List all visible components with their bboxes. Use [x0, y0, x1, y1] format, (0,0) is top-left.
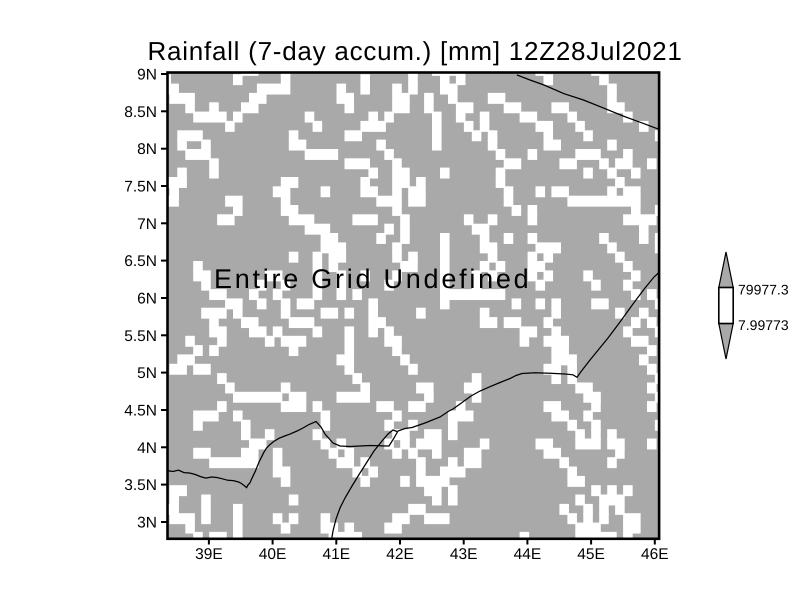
svg-text:7N: 7N: [137, 216, 157, 233]
svg-text:5N: 5N: [137, 365, 157, 382]
svg-text:43E: 43E: [450, 546, 478, 563]
svg-text:Entire Grid Undefined: Entire Grid Undefined: [214, 264, 531, 294]
svg-text:Rainfall (7-day accum.) [mm] 1: Rainfall (7-day accum.) [mm] 12Z28Jul202…: [148, 36, 683, 66]
svg-text:3N: 3N: [137, 515, 157, 532]
svg-text:5.5N: 5.5N: [124, 328, 157, 345]
svg-text:6N: 6N: [137, 291, 157, 308]
svg-text:46E: 46E: [641, 546, 669, 563]
svg-text:7.99773: 7.99773: [738, 317, 789, 333]
svg-text:8N: 8N: [137, 141, 157, 158]
svg-text:41E: 41E: [323, 546, 351, 563]
svg-text:8.5N: 8.5N: [124, 104, 157, 121]
svg-text:39E: 39E: [195, 546, 223, 563]
svg-text:4.5N: 4.5N: [124, 403, 157, 420]
svg-text:9N: 9N: [137, 67, 157, 84]
svg-text:44E: 44E: [514, 546, 542, 563]
svg-text:40E: 40E: [259, 546, 287, 563]
svg-text:6.5N: 6.5N: [124, 253, 157, 270]
svg-text:42E: 42E: [386, 546, 414, 563]
svg-text:7.5N: 7.5N: [124, 179, 157, 196]
svg-text:45E: 45E: [577, 546, 605, 563]
svg-text:4N: 4N: [137, 440, 157, 457]
svg-text:79977.3: 79977.3: [738, 282, 789, 298]
svg-text:3.5N: 3.5N: [124, 477, 157, 494]
